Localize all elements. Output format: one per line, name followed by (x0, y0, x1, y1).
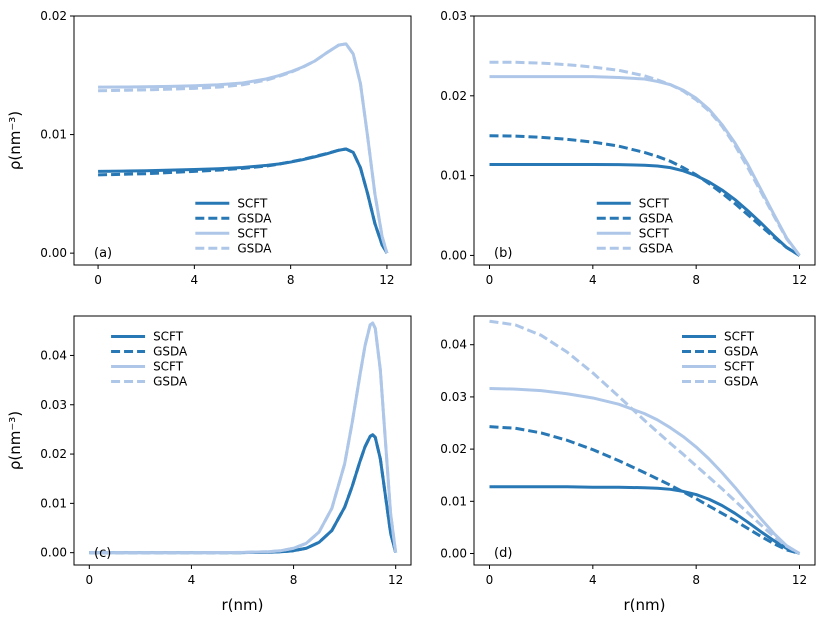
y-tick-label: 0.00 (40, 246, 67, 260)
plot-area (89, 321, 398, 555)
axes-frame (473, 15, 816, 266)
y-tick-label: 0.01 (40, 496, 67, 510)
y-tick-label: 0.01 (40, 128, 67, 142)
series-line-dark-scft (489, 485, 801, 555)
y-tick-label: 0.04 (40, 348, 67, 362)
x-tick-label: 0 (94, 273, 102, 287)
series-line-light-gsda (489, 319, 801, 555)
panel-label: (c) (94, 546, 111, 561)
x-tick-label: 12 (388, 573, 403, 587)
x-tick-label: 0 (85, 573, 93, 587)
legend-label: SCFT (639, 226, 670, 240)
plot-area (98, 42, 389, 254)
x-tick-label: 8 (692, 273, 700, 287)
x-tick-label: 4 (589, 273, 597, 287)
legend-label: SCFT (639, 196, 670, 210)
y-tick-label: 0.03 (40, 398, 67, 412)
panel-d: 0 4 8 120.000.010.020.030.04r(nm)(d)SCFTGSD… (440, 315, 816, 614)
y-tick-label: 0.03 (440, 390, 467, 404)
y-tick-label: 0.00 (440, 248, 467, 262)
panel-label: (a) (94, 246, 112, 261)
legend-label: GSDA (237, 211, 272, 225)
y-tick-label: 0.02 (40, 447, 67, 461)
x-axis-label: r(nm) (624, 596, 666, 614)
x-tick-label: 4 (191, 273, 199, 287)
axes-frame (73, 15, 412, 266)
x-tick-label: 8 (287, 273, 295, 287)
x-tick-label: 12 (792, 573, 807, 587)
series-line-dark-gsda (89, 433, 398, 555)
series-line-light-scft (98, 42, 389, 254)
axes-frame (73, 315, 412, 566)
series-line-dark-gsda (489, 134, 801, 257)
x-tick-label: 0 (486, 273, 494, 287)
legend-label: GSDA (639, 241, 674, 255)
legend-label: GSDA (724, 344, 759, 358)
x-tick-label: 4 (188, 573, 196, 587)
y-axis-label: ρ(nm⁻³) (6, 411, 24, 470)
series-line-light-gsda (98, 42, 389, 254)
x-tick-label: 4 (589, 573, 597, 587)
plot-area (489, 319, 801, 555)
y-tick-label: 0.01 (440, 169, 467, 183)
series-line-dark-gsda (489, 425, 800, 555)
series-line-light-gsda (89, 321, 398, 555)
legend-label: GSDA (639, 211, 674, 225)
y-tick-label: 0.00 (40, 546, 67, 560)
x-tick-label: 0 (486, 573, 494, 587)
legend-label: SCFT (237, 226, 268, 240)
series-line-dark-gsda (98, 147, 389, 254)
series-line-light-gsda (489, 60, 801, 257)
x-tick-label: 8 (692, 573, 700, 587)
y-tick-label: 0.02 (440, 442, 467, 456)
legend-label: GSDA (237, 241, 272, 255)
panel-label: (d) (494, 546, 512, 561)
x-tick-label: 12 (379, 273, 394, 287)
series-line-light-scft (489, 387, 801, 555)
x-tick-label: 8 (290, 573, 298, 587)
y-axis-label: ρ(nm⁻³) (6, 111, 24, 170)
legend-label: GSDA (153, 344, 188, 358)
legend-label: SCFT (237, 196, 268, 210)
panel-a: 0 4 8 120.000.010.02ρ(nm⁻³)(a)SCFTGSDASCFTG… (6, 9, 412, 287)
y-tick-label: 0.02 (440, 89, 467, 103)
y-tick-label: 0.02 (40, 9, 67, 23)
x-tick-label: 12 (792, 273, 807, 287)
y-tick-label: 0.00 (440, 547, 467, 561)
legend-label: SCFT (153, 329, 184, 343)
series-line-light-scft (89, 321, 398, 555)
y-tick-label: 0.03 (440, 9, 467, 23)
legend-label: GSDA (724, 374, 759, 388)
panel-c: 0 4 8 12 0.00 0.01 0.02 0.03 0.04 r(nm) ρ(nm⁻³) (c)… (6, 315, 412, 614)
y-tick-label: 0.01 (440, 494, 467, 508)
legend-label: SCFT (153, 359, 184, 373)
x-axis-label: r(nm) (222, 596, 264, 614)
legend-label: SCFT (724, 359, 755, 373)
y-tick-label: 0.04 (440, 338, 467, 352)
panel-label: (b) (494, 246, 512, 261)
series-line-dark-scft (489, 162, 801, 257)
legend-label: GSDA (153, 374, 188, 388)
legend-label: SCFT (724, 329, 755, 343)
axes-frame (473, 315, 816, 566)
plot-area (489, 60, 801, 257)
